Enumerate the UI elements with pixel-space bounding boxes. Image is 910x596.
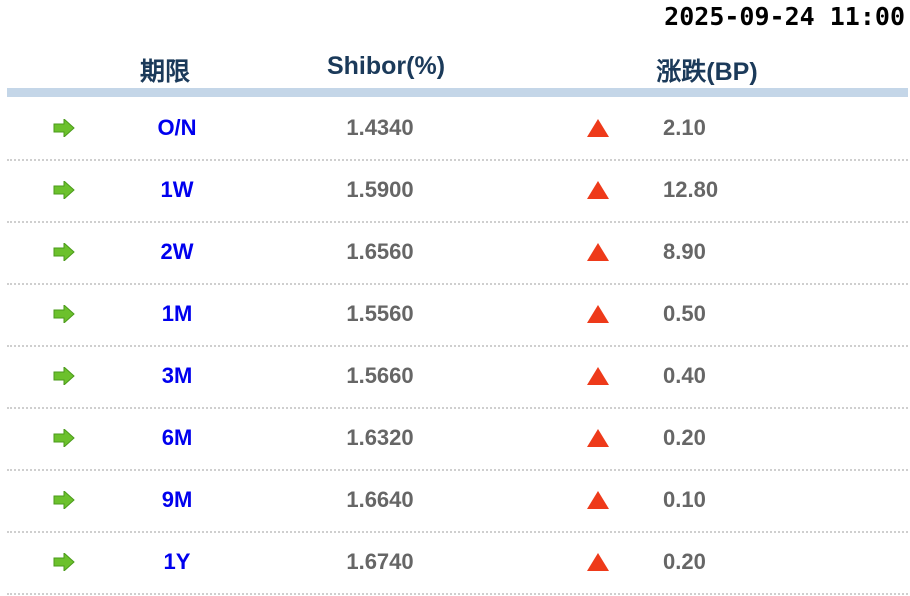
term-link[interactable]: 9M [161,487,193,512]
arrow-right-icon [53,429,75,447]
up-triangle-icon [587,181,609,199]
arrow-right-icon [53,553,75,571]
arrow-right-icon [53,119,75,137]
rate-value: 1.6740 [346,549,414,574]
term-link[interactable]: 1M [161,301,193,326]
term-link[interactable]: 6M [161,425,193,450]
term-link[interactable]: 1Y [163,549,191,574]
arrow-right-icon [53,305,75,323]
change-value: 0.20 [663,425,706,450]
timestamp: 2025-09-24 11:00 [664,2,905,31]
rate-value: 1.4340 [346,115,414,140]
arrow-right-icon [53,243,75,261]
rate-value: 1.6320 [346,425,414,450]
change-value: 12.80 [663,177,719,202]
up-triangle-icon [587,305,609,323]
table-row: 1W 1.5900 12.80 [7,159,908,223]
change-value: 0.50 [663,301,706,326]
table-row: 1M 1.5560 0.50 [7,283,908,347]
rate-value: 1.5900 [346,177,414,202]
header-term: 期限 [139,58,191,86]
term-link[interactable]: O/N [157,115,197,140]
term-link[interactable]: 1W [160,177,194,202]
table-row: 1Y 1.6740 0.20 [7,531,908,595]
up-triangle-icon [587,367,609,385]
table-row: 9M 1.6640 0.10 [7,469,908,533]
term-link[interactable]: 2W [160,239,194,264]
arrow-right-icon [53,367,75,385]
up-triangle-icon [587,119,609,137]
up-triangle-icon [587,243,609,261]
change-value: 2.10 [663,115,706,140]
table-row: 3M 1.5660 0.40 [7,345,908,409]
rate-value: 1.6640 [346,487,414,512]
term-link[interactable]: 3M [161,363,193,388]
change-value: 0.40 [663,363,706,388]
header-divider [7,88,908,97]
up-triangle-icon [587,491,609,509]
rate-value: 1.5560 [346,301,414,326]
header-change: 涨跌(BP) [656,58,758,86]
rate-value: 1.6560 [346,239,414,264]
header-rate: Shibor(%) [326,52,446,80]
up-triangle-icon [587,429,609,447]
up-triangle-icon [587,553,609,571]
change-value: 0.20 [663,549,706,574]
table-row: O/N 1.4340 2.10 [7,97,908,161]
change-value: 0.10 [663,487,706,512]
table-row: 6M 1.6320 0.20 [7,407,908,471]
change-value: 8.90 [663,239,706,264]
table-row: 2W 1.6560 8.90 [7,221,908,285]
arrow-right-icon [53,491,75,509]
rate-value: 1.5660 [346,363,414,388]
arrow-right-icon [53,181,75,199]
